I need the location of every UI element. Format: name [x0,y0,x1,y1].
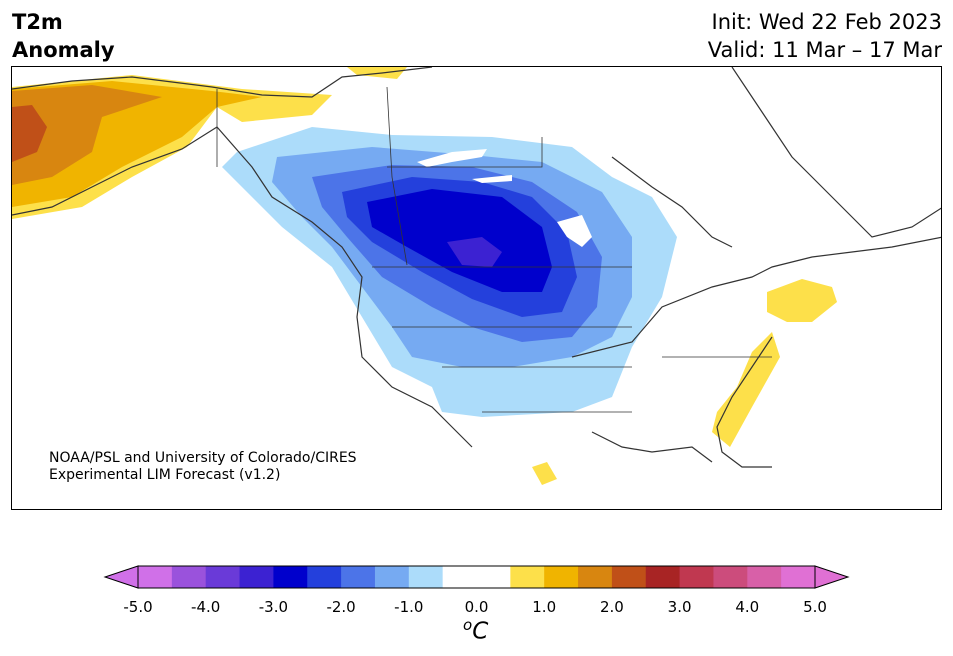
warm-anomaly-southeast [712,332,780,447]
colorbar-over-arrow [814,565,850,589]
colorbar-tick-label: -4.0 [191,598,221,616]
warm-anomaly-alaska-max [12,105,47,162]
colorbar-cell [273,566,308,588]
colorbar-tick-label: 5.0 [803,598,827,616]
colorbar-cell [510,566,545,588]
colorbar-tick-label: 3.0 [667,598,692,616]
init-date: Init: Wed 22 Feb 2023 [711,10,942,34]
colorbar-cell [747,566,782,588]
colorbar-tick-label: -2.0 [326,598,356,616]
title-line-1: T2m [12,10,63,34]
map-title: T2m Anomaly [12,8,115,64]
lake-3 [557,215,592,247]
colorbar-cells [138,566,816,588]
colorbar-cell [679,566,714,588]
anomaly-map [11,66,942,510]
unit-label: C [472,618,489,645]
warm-anomaly-alaska-high [12,85,162,185]
forecast-info: Init: Wed 22 Feb 2023 Valid: 11 Mar – 17… [708,8,942,64]
colorbar-tick-label: 1.0 [532,598,557,616]
colorbar-unit: oC [463,616,488,645]
borders [216,86,772,413]
colorbar-cell [307,566,342,588]
colorbar-tick-label: -3.0 [258,598,289,616]
colorbar [103,565,850,589]
cold-anomaly-6 [447,237,502,267]
valid-range: Valid: 11 Mar – 17 Mar [707,38,942,62]
colorbar-tick-label: -5.0 [123,598,153,616]
colorbar-cell [611,566,647,588]
warm-anomaly-mexico [532,462,557,485]
lake-2 [472,175,512,183]
credit-line-1: NOAA/PSL and University of Colorado/CIRE… [49,450,357,466]
title-line-2: Anomaly [12,38,115,62]
credit-line-2: Experimental LIM Forecast (v1.2) [49,467,281,483]
colorbar-cell [341,566,376,588]
coastlines [12,67,941,468]
colorbar-cell [205,566,241,588]
colorbar-cell [138,566,173,588]
credit-text: NOAA/PSL and University of Colorado/CIRE… [49,450,357,484]
colorbar-cell [578,566,613,588]
colorbar-cell [476,566,511,588]
colorbar-cell [408,566,444,588]
colorbar-cell [239,566,274,588]
colorbar-cell [645,566,681,588]
colorbar-cell [713,566,748,588]
colorbar-cell [171,566,207,588]
lake-1 [417,149,487,167]
colorbar-tick-label: 2.0 [599,598,624,616]
colorbar-cell [374,566,410,588]
colorbar-cell [781,566,816,588]
colorbar-tick-label: -1.0 [394,598,424,616]
colorbar-cell [544,566,579,588]
warm-anomaly-northeast [767,279,837,322]
colorbar-tick-label: 4.0 [735,598,760,616]
unit-degree: o [463,616,473,634]
map-svg [12,67,941,485]
colorbar-tick-label: 0.0 [464,598,489,616]
colorbar-under-arrow [103,565,139,589]
colorbar-cell [442,566,477,588]
colorbar-outline [137,565,816,589]
